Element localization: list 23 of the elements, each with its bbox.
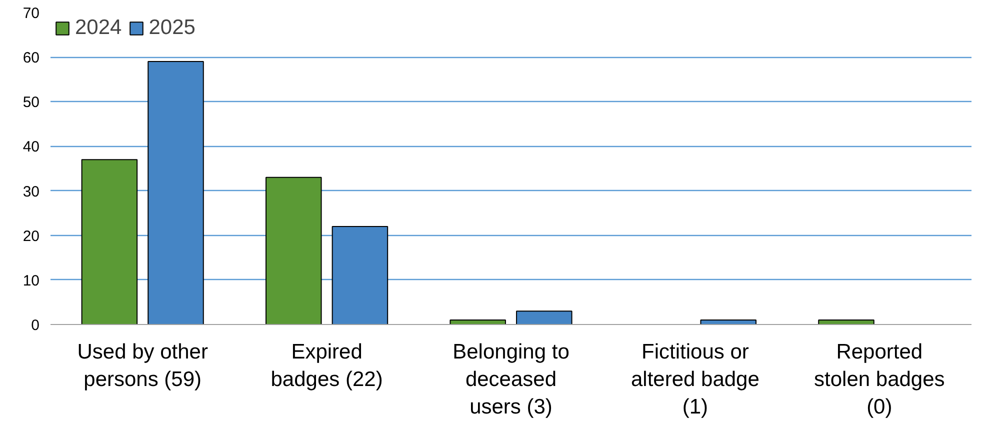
x-tick-label: Expired badges (22) (270, 340, 383, 392)
y-tick-label: 20 (22, 228, 40, 245)
y-tick-label: 60 (22, 50, 40, 67)
bar (81, 159, 138, 324)
bar (266, 176, 322, 324)
x-tick-label: Reported stolen badges (0) (814, 340, 945, 419)
y-tick-label: 50 (22, 94, 40, 112)
bar (516, 310, 572, 324)
bar (818, 320, 874, 324)
legend-label: 2025 (148, 16, 196, 40)
x-tick-label: Belonging to deceased users (3) (452, 340, 570, 419)
bar (450, 320, 506, 324)
bar (332, 226, 388, 324)
y-tick-label: 70 (22, 5, 40, 22)
y-tick-label: 30 (22, 183, 40, 200)
y-tick-label: 10 (22, 272, 40, 290)
y-tick-label: 40 (22, 138, 40, 156)
x-tick-label: Fictitious or altered badge (1) (630, 340, 760, 419)
y-tick-label: 0 (31, 317, 40, 334)
x-tick-label: Used by other persons (59) (77, 340, 208, 392)
legend-label: 2024 (75, 16, 122, 40)
bar (700, 320, 756, 324)
bar (148, 61, 204, 324)
